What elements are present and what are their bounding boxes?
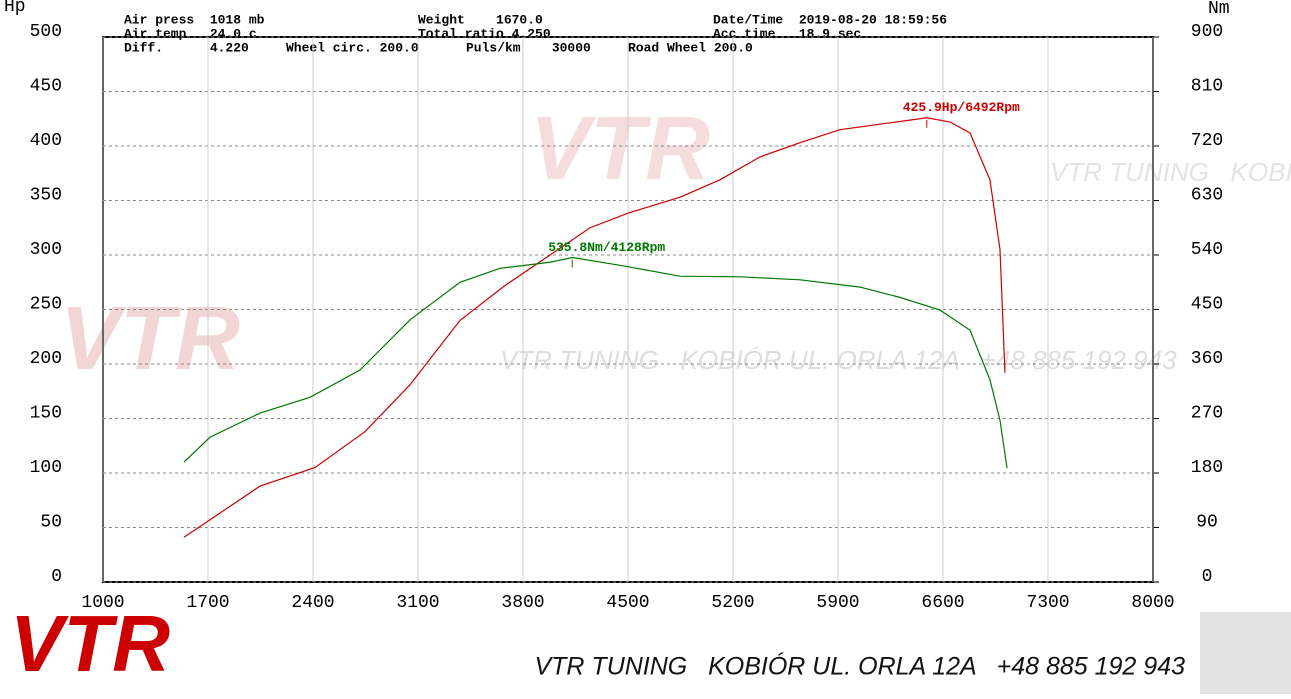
watermark: VTR TUNING KOBIÓR UL. ORLA 12A +48 885 1… — [1050, 157, 1291, 187]
watermark-logo: VTR — [60, 289, 240, 389]
y-tick-label: 200 — [30, 349, 62, 369]
x-tick-label: 3100 — [396, 593, 439, 613]
y-tick-label: 150 — [30, 403, 62, 423]
info-text: Date/Time 2019-08-20 18:59:56 — [713, 12, 947, 27]
x-tick-label: 7300 — [1026, 593, 1069, 613]
y-tick-label: 250 — [30, 294, 62, 314]
y-axis-label: Hp — [4, 0, 26, 17]
y-tick-label: 300 — [30, 240, 62, 260]
y2-tick-label: 180 — [1191, 458, 1223, 478]
x-tick-label: 5200 — [711, 593, 754, 613]
y2-tick-label: 0 — [1202, 567, 1213, 587]
info-text: Wheel circ. 200.0 — [286, 40, 419, 55]
peak-label: 535.8Nm/4128Rpm — [548, 240, 665, 255]
y-tick-label: 400 — [30, 131, 62, 151]
logo: VTR — [10, 599, 170, 688]
x-tick-label: 1000 — [81, 593, 124, 613]
y2-tick-label: 900 — [1191, 22, 1223, 42]
x-tick-label: 4500 — [606, 593, 649, 613]
info-text: Diff. 4.220 — [124, 40, 249, 55]
y-tick-label: 50 — [40, 512, 62, 532]
corner-block — [1200, 612, 1291, 694]
y2-tick-label: 720 — [1191, 131, 1223, 151]
info-text: Air press 1018 mb — [124, 12, 265, 27]
y-tick-label: 500 — [30, 22, 62, 42]
y2-tick-label: 540 — [1191, 240, 1223, 260]
footer-text: VTR TUNING KOBIÓR UL. ORLA 12A +48 885 1… — [534, 652, 1185, 681]
info-text: Road Wheel 200.0 — [628, 40, 753, 55]
y-tick-label: 450 — [30, 76, 62, 96]
x-tick-label: 5900 — [816, 593, 859, 613]
series-line — [183, 256, 1008, 469]
info-text: Puls/km 30000 — [466, 40, 591, 55]
x-tick-label: 6600 — [921, 593, 964, 613]
series-line — [183, 117, 1006, 538]
y2-tick-label: 90 — [1196, 512, 1218, 532]
y2-tick-label: 450 — [1191, 294, 1223, 314]
info-text: Total ratio 4.250 — [418, 26, 551, 41]
y2-tick-label: 810 — [1191, 76, 1223, 96]
y2-tick-label: 270 — [1191, 403, 1223, 423]
y2-tick-label: 360 — [1191, 349, 1223, 369]
y2-axis-label: Nm — [1208, 0, 1230, 19]
peak-label: 425.9Hp/6492Rpm — [903, 100, 1020, 115]
info-text: Acc time 18.9 sec — [713, 26, 861, 41]
y-tick-label: 100 — [30, 458, 62, 478]
y-tick-label: 350 — [30, 185, 62, 205]
watermark-logo: VTR — [530, 99, 710, 199]
x-tick-label: 8000 — [1131, 593, 1174, 613]
info-text: Weight 1670.0 — [418, 12, 543, 27]
x-tick-label: 2400 — [291, 593, 334, 613]
info-text: Air temp 24.0 c — [124, 26, 257, 41]
y-tick-label: 0 — [51, 567, 62, 587]
x-tick-label: 3800 — [501, 593, 544, 613]
x-tick-label: 1700 — [186, 593, 229, 613]
y2-tick-label: 630 — [1191, 185, 1223, 205]
watermark: VTR TUNING KOBIÓR UL. ORLA 12A +48 885 1… — [500, 345, 1177, 375]
